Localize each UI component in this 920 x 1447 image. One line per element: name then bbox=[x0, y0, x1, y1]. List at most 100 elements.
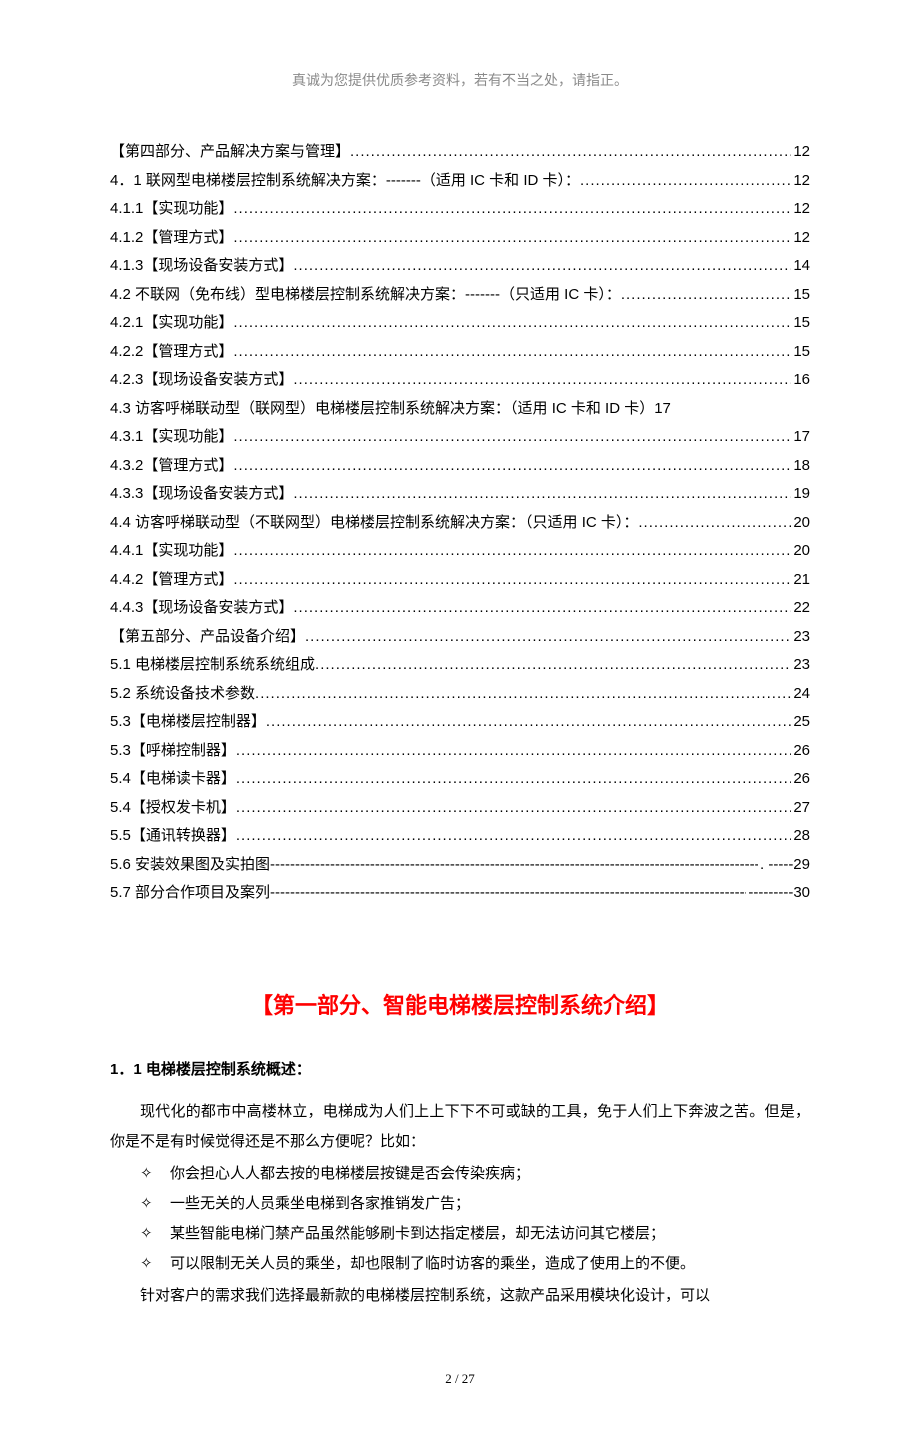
toc-entry-title: 4．1 联网型电梯楼层控制系统解决方案：-------（适用 IC 卡和 ID … bbox=[110, 167, 580, 196]
toc-leader-dots bbox=[236, 765, 791, 794]
section-1-title: 【第一部分、智能电梯楼层控制系统介绍】 bbox=[110, 988, 810, 1020]
toc-row: 5.1 电梯楼层控制系统系统组成23 bbox=[110, 651, 810, 680]
toc-entry-title: 5.4【电梯读卡器】 bbox=[110, 765, 236, 794]
toc-page-number: 12 bbox=[791, 195, 810, 224]
toc-leader-dots bbox=[233, 224, 791, 253]
toc-entry-title: 4.1.2【管理方式】 bbox=[110, 224, 233, 253]
toc-entry-title: 【第四部分、产品解决方案与管理】 bbox=[110, 138, 350, 167]
toc-leader-dots bbox=[236, 794, 791, 823]
toc-row: 4.2.1【实现功能】 15 bbox=[110, 309, 810, 338]
toc-leader-dots bbox=[236, 737, 791, 766]
toc-leader-dots bbox=[305, 623, 791, 652]
toc-row: 【第五部分、产品设备介绍】 23 bbox=[110, 623, 810, 652]
toc-row: 5.7 部分合作项目及案列 ---------30 bbox=[110, 879, 810, 908]
paragraph-intro: 现代化的都市中高楼林立，电梯成为人们上上下下不可或缺的工具，免于人们上下奔波之苦… bbox=[110, 1097, 810, 1157]
toc-entry-title: 5.6 安装效果图及实拍图 bbox=[110, 851, 270, 880]
toc-leader-dots bbox=[255, 680, 791, 709]
toc-page-number: ---------30 bbox=[746, 879, 810, 908]
toc-leader-dash bbox=[270, 879, 746, 908]
toc-leader-dots bbox=[350, 138, 791, 167]
toc-page-number: 19 bbox=[791, 480, 810, 509]
toc-row: 4.1.2【管理方式】12 bbox=[110, 224, 810, 253]
bullet-text: 某些智能电梯门禁产品虽然能够刷卡到达指定楼层，却无法访问其它楼层； bbox=[170, 1219, 665, 1249]
toc-entry-title: 5.3【呼梯控制器】 bbox=[110, 737, 236, 766]
toc-row: 4.4.3【现场设备安装方式】 22 bbox=[110, 594, 810, 623]
diamond-bullet-icon: ✧ bbox=[140, 1159, 170, 1189]
toc-row: 4.2.2【管理方式】 15 bbox=[110, 338, 810, 367]
toc-leader-dots bbox=[233, 309, 791, 338]
toc-row: 4.4.2【管理方式】21 bbox=[110, 566, 810, 595]
bullet-text: 一些无关的人员乘坐电梯到各家推销发广告； bbox=[170, 1189, 470, 1219]
toc-leader-dots bbox=[233, 537, 791, 566]
toc-row: 5.5【通讯转换器】28 bbox=[110, 822, 810, 851]
toc-row: 5.6 安装效果图及实拍图. -----29 bbox=[110, 851, 810, 880]
toc-leader-dots bbox=[266, 708, 791, 737]
toc-row: 5.3【电梯楼层控制器】 25 bbox=[110, 708, 810, 737]
bullet-item: ✧某些智能电梯门禁产品虽然能够刷卡到达指定楼层，却无法访问其它楼层； bbox=[110, 1219, 810, 1249]
toc-entry-title: 4.3.1【实现功能】 bbox=[110, 423, 233, 452]
toc-entry-title: 【第五部分、产品设备介绍】 bbox=[110, 623, 305, 652]
toc-page-number: 12 bbox=[791, 138, 810, 167]
toc-entry-title: 4.3.3【现场设备安装方式】 bbox=[110, 480, 293, 509]
toc-page-number: 22 bbox=[791, 594, 810, 623]
toc-entry-title: 4.2.1【实现功能】 bbox=[110, 309, 233, 338]
toc-page-number: 18 bbox=[791, 452, 810, 481]
toc-page-number: 20 bbox=[791, 537, 810, 566]
toc-entry-title: 5.7 部分合作项目及案列 bbox=[110, 879, 270, 908]
toc-row: 4.4 访客呼梯联动型（不联网型）电梯楼层控制系统解决方案：（只适用 IC 卡）… bbox=[110, 509, 810, 538]
toc-page-number: 25 bbox=[791, 708, 810, 737]
toc-entry-title: 5.2 系统设备技术参数 bbox=[110, 680, 255, 709]
toc-row: 5.3【呼梯控制器】26 bbox=[110, 737, 810, 766]
toc-page-number: 15 bbox=[791, 309, 810, 338]
toc-entry-title: 4.1.3【现场设备安装方式】 bbox=[110, 252, 293, 281]
toc-page-number: 12 bbox=[791, 167, 810, 196]
diamond-bullet-icon: ✧ bbox=[140, 1219, 170, 1249]
page-footer: 2 / 27 bbox=[110, 1371, 810, 1387]
toc-entry-title: 4.4.3【现场设备安装方式】 bbox=[110, 594, 293, 623]
toc-leader-dots bbox=[233, 452, 791, 481]
toc-leader-dots bbox=[293, 252, 791, 281]
toc-leader-dots bbox=[315, 651, 791, 680]
toc-entry-title: 5.3【电梯楼层控制器】 bbox=[110, 708, 266, 737]
toc-leader-dots bbox=[621, 281, 791, 310]
toc-row: 5.4【授权发卡机】27 bbox=[110, 794, 810, 823]
table-of-contents: 【第四部分、产品解决方案与管理】 12 4．1 联网型电梯楼层控制系统解决方案：--… bbox=[110, 138, 810, 908]
toc-row: 4.2.3【现场设备安装方式】16 bbox=[110, 366, 810, 395]
header-note: 真诚为您提供优质参考资料，若有不当之处，请指正。 bbox=[110, 70, 810, 90]
toc-entry-title: 4.3 访客呼梯联动型（联网型）电梯楼层控制系统解决方案：（适用 IC 卡和 I… bbox=[110, 395, 671, 424]
toc-leader-dots bbox=[233, 195, 791, 224]
toc-row: 4.3 访客呼梯联动型（联网型）电梯楼层控制系统解决方案：（适用 IC 卡和 I… bbox=[110, 395, 810, 424]
diamond-bullet-icon: ✧ bbox=[140, 1249, 170, 1279]
bullet-text: 可以限制无关人员的乘坐，却也限制了临时访客的乘坐，造成了使用上的不便。 bbox=[170, 1249, 695, 1279]
toc-row: 4.2 不联网（免布线）型电梯楼层控制系统解决方案：-------（只适用 IC… bbox=[110, 281, 810, 310]
toc-row: 4.1.3【现场设备安装方式】 14 bbox=[110, 252, 810, 281]
bullet-text: 你会担心人人都去按的电梯楼层按键是否会传染疾病； bbox=[170, 1159, 530, 1189]
toc-entry-title: 4.2 不联网（免布线）型电梯楼层控制系统解决方案：-------（只适用 IC… bbox=[110, 281, 621, 310]
toc-leader-dots bbox=[638, 509, 791, 538]
toc-page-number: 23 bbox=[791, 651, 810, 680]
toc-row: 4.3.1【实现功能】17 bbox=[110, 423, 810, 452]
paragraph-after-list: 针对客户的需求我们选择最新款的电梯楼层控制系统，这款产品采用模块化设计，可以 bbox=[110, 1281, 810, 1311]
toc-page-number: 28 bbox=[791, 822, 810, 851]
toc-page-number: 14 bbox=[791, 252, 810, 281]
toc-entry-title: 4.2.2【管理方式】 bbox=[110, 338, 233, 367]
toc-page-number: 15 bbox=[791, 281, 810, 310]
toc-page-number: 23 bbox=[791, 623, 810, 652]
toc-row: 4.3.3【现场设备安装方式】 19 bbox=[110, 480, 810, 509]
toc-entry-title: 4.2.3【现场设备安装方式】 bbox=[110, 366, 293, 395]
toc-leader-dots bbox=[293, 594, 791, 623]
toc-entry-title: 4.3.2【管理方式】 bbox=[110, 452, 233, 481]
toc-leader-dots bbox=[580, 167, 791, 196]
toc-row: 4.1.1【实现功能】 12 bbox=[110, 195, 810, 224]
toc-leader-dots bbox=[236, 822, 791, 851]
toc-page-number: 15 bbox=[791, 338, 810, 367]
bullet-item: ✧一些无关的人员乘坐电梯到各家推销发广告； bbox=[110, 1189, 810, 1219]
toc-entry-title: 4.4.1【实现功能】 bbox=[110, 537, 233, 566]
toc-page-number: 20 bbox=[791, 509, 810, 538]
toc-row: 4.3.2【管理方式】 18 bbox=[110, 452, 810, 481]
toc-page-number: 24 bbox=[791, 680, 810, 709]
toc-row: 4.4.1【实现功能】 20 bbox=[110, 537, 810, 566]
toc-entry-title: 4.1.1【实现功能】 bbox=[110, 195, 233, 224]
toc-row: 4．1 联网型电梯楼层控制系统解决方案：-------（适用 IC 卡和 ID … bbox=[110, 167, 810, 196]
toc-leader-dots bbox=[233, 423, 791, 452]
